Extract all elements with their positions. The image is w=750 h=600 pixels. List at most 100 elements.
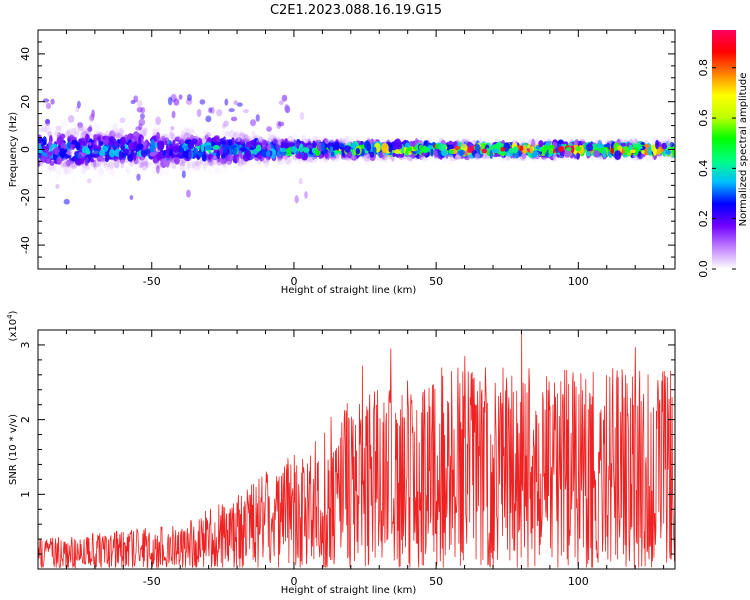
snr-x-tick-label: -50: [143, 575, 161, 588]
heatmap-cell: [97, 156, 102, 161]
heatmap-cell: [225, 126, 233, 134]
heatmap-cell: [156, 126, 161, 134]
heatmap-cell: [284, 103, 289, 113]
heatmap-cell: [181, 162, 186, 170]
heatmap-cell: [228, 108, 235, 113]
heatmap-cell: [420, 156, 426, 163]
heatmap-cell: [81, 129, 87, 137]
heatmap-cell: [167, 96, 173, 106]
heatmap-cell: [160, 158, 168, 169]
heatmap-cell: [267, 131, 275, 139]
heatmap-cell: [38, 127, 44, 133]
snr-y-axis-label: SNR (10 * v/v): [8, 414, 19, 485]
spectrogram-ticks: -50 0 50 100 -40 -20 0 20 40: [19, 29, 675, 288]
heatmap-cell: [255, 144, 262, 152]
heatmap-cell: [78, 124, 84, 132]
heatmap-cell: [63, 121, 69, 127]
heatmap-cell: [263, 160, 271, 166]
heatmap-cell: [614, 150, 622, 161]
heatmap-cell: [335, 153, 340, 162]
heatmap-cell: [204, 159, 212, 166]
heatmap-cell: [188, 124, 196, 134]
heatmap-cell: [56, 156, 62, 165]
heatmap-cell: [282, 154, 289, 161]
heatmap-cell: [657, 154, 663, 160]
heatmap-cell: [210, 155, 219, 166]
heatmap-cell: [194, 133, 199, 140]
heatmap-cell: [186, 93, 192, 101]
heatmap-cell: [170, 125, 175, 131]
heatmap-cell: [183, 131, 190, 141]
heatmap-cell: [181, 157, 188, 164]
heatmap-cell: [593, 150, 600, 158]
heatmap-cell: [286, 135, 294, 145]
heatmap-cell: [454, 154, 461, 163]
heatmap-cell: [295, 153, 303, 159]
heatmap-cell: [55, 184, 60, 190]
heatmap-cell: [185, 127, 191, 134]
heatmap-cell: [290, 146, 298, 153]
heatmap-cell: [264, 159, 269, 170]
heatmap-cell: [628, 139, 637, 144]
heatmap-cell: [93, 134, 98, 139]
heatmap-cell: [178, 134, 186, 145]
heatmap-cell: [173, 98, 180, 106]
heatmap-cell: [178, 94, 183, 100]
heatmap-cell: [264, 159, 270, 164]
heatmap-cell: [521, 152, 527, 160]
heatmap-cell: [85, 156, 89, 164]
heatmap-cell: [238, 132, 246, 142]
heatmap-cell: [459, 149, 465, 156]
heatmap-cell: [115, 163, 120, 170]
heatmap-cell: [77, 151, 85, 159]
heatmap-cell: [669, 142, 675, 148]
heatmap-cell: [64, 165, 71, 175]
heatmap-cell: [628, 144, 633, 151]
heatmap-cell: [169, 131, 175, 140]
heatmap-cell: [620, 142, 627, 147]
heatmap-cell: [92, 162, 98, 167]
spectrogram-heatmap: [38, 93, 675, 205]
heatmap-cell: [95, 131, 104, 136]
heatmap-cell: [196, 108, 202, 117]
heatmap-cell: [344, 158, 348, 165]
heatmap-cell: [661, 142, 668, 150]
heatmap-cell: [648, 155, 653, 163]
heatmap-cell: [74, 151, 80, 160]
heatmap-cell: [174, 135, 183, 141]
heatmap-cell: [115, 132, 122, 139]
heatmap-cell: [122, 148, 130, 155]
heatmap-cell: [447, 140, 454, 146]
heatmap-cell: [277, 121, 285, 127]
heatmap-cell: [67, 154, 72, 159]
heatmap-cell: [329, 157, 335, 164]
heatmap-cell: [142, 162, 147, 166]
heatmap-cell: [164, 157, 171, 167]
heatmap-cell: [39, 137, 44, 142]
heatmap-cell: [68, 127, 74, 135]
figure-title: C2E1.2023.088.16.19.G15: [270, 3, 442, 18]
heatmap-cell: [145, 161, 153, 167]
heatmap-cell: [86, 178, 92, 184]
heatmap-cell: [205, 168, 213, 174]
heatmap-cell: [319, 157, 327, 166]
heatmap-cell: [120, 144, 126, 151]
heatmap-cell: [205, 131, 210, 139]
heatmap-cell: [180, 129, 185, 139]
heatmap-cell: [85, 133, 90, 140]
heatmap-cell: [617, 145, 623, 152]
heatmap-cell: [141, 156, 149, 164]
snr-ticks: -50 0 50 100 1 2 3: [19, 329, 675, 588]
heatmap-cell: [564, 148, 571, 158]
heatmap-cell: [220, 167, 228, 175]
heatmap-cell: [520, 153, 528, 162]
heatmap-cell: [225, 131, 231, 138]
heatmap-cell: [149, 176, 156, 184]
colorbar-tick-label: 0.4: [697, 160, 710, 178]
heatmap-cell: [385, 136, 392, 143]
heatmap-cell: [212, 144, 220, 150]
heatmap-cell: [160, 121, 166, 132]
heatmap-cell: [203, 163, 207, 171]
heatmap-cell: [420, 156, 427, 163]
heatmap-cell: [415, 150, 420, 154]
